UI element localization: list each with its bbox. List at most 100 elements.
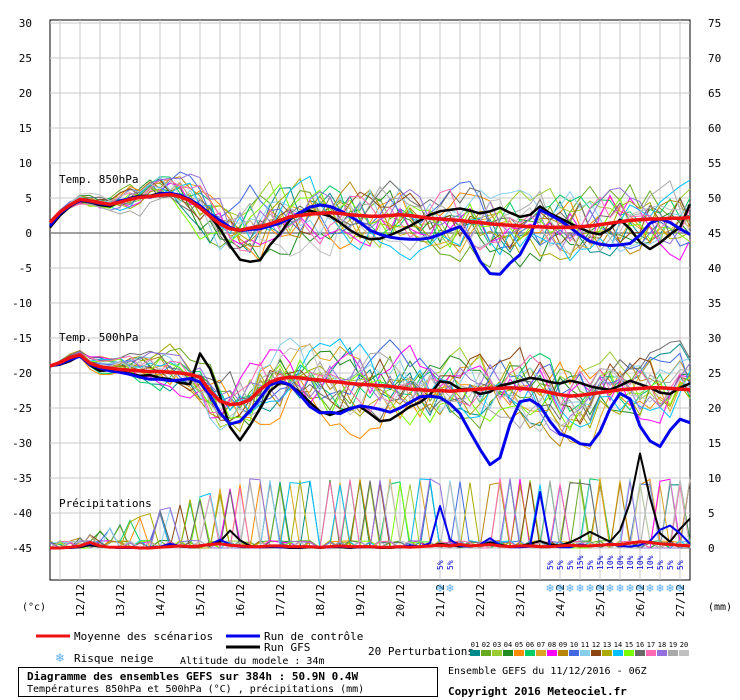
perturbation-swatch [580, 650, 590, 656]
snowflake-icon: ❄ [635, 582, 644, 595]
right-axis-unit: (mm) [708, 602, 732, 613]
left-tick-label: -20 [12, 367, 32, 380]
snow-risk-prob: 10% [646, 555, 655, 570]
right-tick-label: 5 [708, 507, 715, 520]
mean-precip-line [50, 540, 691, 550]
snowflake-icon: ❄ [625, 582, 634, 595]
legend-snow-risk: Risque neige [74, 652, 153, 665]
perturbation-swatch [525, 650, 535, 656]
perturbations-label: 20 Perturbations [368, 645, 474, 658]
snow-risk-mark: 15% ❄ [595, 555, 605, 595]
control-run-t500-line [49, 354, 691, 467]
left-tick-label: -25 [12, 402, 32, 415]
perturbation-swatch [470, 650, 480, 656]
x-date-label: 18/12 [314, 584, 327, 617]
perturbation-number: 11 [581, 641, 589, 649]
snowflake-icon: ❄ [645, 582, 654, 595]
chart-title: Diagramme des ensembles GEFS sur 384h : … [27, 670, 359, 683]
model-altitude: Altitude du modele : 34m [180, 656, 325, 667]
legend-label-control-run: Run de contrôle [264, 630, 363, 643]
x-date-label: 20/12 [394, 584, 407, 617]
snow-risk-prob: 10% [616, 555, 625, 570]
panel-labels: Temp. 850hPa Temp. 500hPa Précipitations [59, 173, 152, 510]
right-tick-label: 20 [708, 402, 721, 415]
panel-label-t500: Temp. 500hPa [59, 331, 138, 344]
snow-risk-marks: 5%❄5%❄5%❄5%❄5%❄15%❄5%❄15%❄10%❄10%❄10%❄10… [435, 555, 685, 595]
perturbation-swatch [602, 650, 612, 656]
snow-risk-prob: 15% [576, 555, 585, 570]
snowflake-icon: ❄ [585, 582, 594, 595]
plot-frame [49, 19, 691, 581]
right-tick-label: 55 [708, 157, 721, 170]
snow-risk-mark: 5% ❄ [655, 560, 665, 595]
perturbation-01-t850 [49, 178, 691, 257]
snow-risk-mark: 10% ❄ [645, 555, 655, 595]
perturbation-14-t500 [49, 338, 691, 428]
left-tick-label: 0 [25, 227, 32, 240]
snow-risk-mark: 5% ❄ [585, 560, 595, 595]
right-tick-label: 60 [708, 122, 721, 135]
x-date-label: 21/12 [434, 584, 447, 617]
snowflake-icon: ❄ [675, 582, 684, 595]
x-date-label: 14/12 [154, 584, 167, 617]
perturbation-08-t500 [49, 344, 691, 424]
perturbation-swatch [635, 650, 645, 656]
left-tick-label: 10 [19, 157, 32, 170]
snowflake-icon: ❄ [615, 582, 624, 595]
right-tick-label: 40 [708, 262, 721, 275]
perturbation-13-t850 [49, 177, 691, 261]
perturbation-number: 12 [592, 641, 600, 649]
x-date-label: 26/12 [634, 584, 647, 617]
perturbation-19-t500 [49, 352, 691, 430]
left-tick-label: 15 [19, 122, 32, 135]
right-tick-label: 25 [708, 367, 721, 380]
perturbation-swatch [514, 650, 524, 656]
perturbation-18-t500 [49, 351, 691, 437]
x-date-label: 24/12 [554, 584, 567, 617]
perturbation-swatch [646, 650, 656, 656]
perturbation-swatch [613, 650, 623, 656]
snow-risk-mark: 5% ❄ [555, 560, 565, 595]
snow-risk-mark: 10% ❄ [625, 555, 635, 595]
perturbation-swatch [668, 650, 678, 656]
right-tick-label: 0 [708, 542, 715, 555]
perturbation-number: 17 [647, 641, 655, 649]
perturbation-swatch [547, 650, 557, 656]
perturbation-06-t500 [49, 352, 691, 413]
snow-risk-prob: 10% [626, 555, 635, 570]
left-tick-label: -35 [12, 472, 32, 485]
perturbation-number: 20 [680, 641, 688, 649]
snow-risk-mark: 5% ❄ [445, 560, 455, 595]
perturbation-swatch [569, 650, 579, 656]
x-date-label: 19/12 [354, 584, 367, 617]
snow-risk-prob: 5% [666, 560, 675, 570]
x-date-label: 23/12 [514, 584, 527, 617]
right-tick-label: 75 [708, 17, 721, 30]
mean-t850-line [48, 192, 691, 232]
snow-risk-mark: 5% ❄ [665, 560, 675, 595]
snowflake-icon: ❄ [555, 582, 564, 595]
legend-label-gfs-run: Run GFS [264, 641, 310, 654]
right-tick-label: 50 [708, 192, 721, 205]
snow-risk-prob: 5% [446, 560, 455, 570]
right-tick-label: 65 [708, 87, 721, 100]
perturbation-number: 13 [603, 641, 611, 649]
snow-risk-mark: 15% ❄ [575, 555, 585, 595]
left-tick-label: 30 [19, 17, 32, 30]
left-tick-label: -40 [12, 507, 32, 520]
x-date-label: 16/12 [234, 584, 247, 617]
left-tick-label: 20 [19, 87, 32, 100]
perturbation-number: 10 [570, 641, 578, 649]
snow-risk-mark: 5% ❄ [545, 560, 555, 595]
perturbation-19-t850 [49, 179, 691, 252]
perturbation-number: 05 [515, 641, 523, 649]
snowflake-icon: ❄ [55, 651, 65, 665]
perturbation-17-t850 [49, 178, 691, 252]
snowflake-icon: ❄ [565, 582, 574, 595]
perturbation-number: 06 [526, 641, 534, 649]
perturbation-11-t850 [49, 174, 691, 253]
left-tick-label: -30 [12, 437, 32, 450]
perturbation-02-t500 [49, 347, 691, 430]
perturbation-number: 14 [614, 641, 622, 649]
